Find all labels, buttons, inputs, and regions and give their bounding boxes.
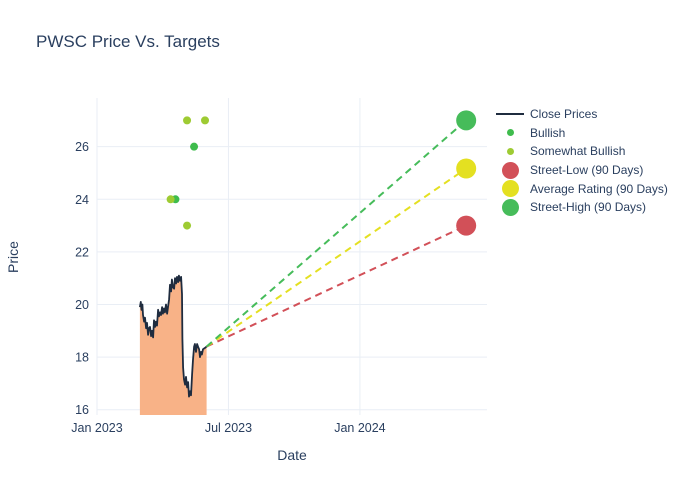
target-marker-average-rating-90-days	[456, 158, 477, 179]
chart-title: PWSC Price Vs. Targets	[36, 32, 220, 51]
legend-label: Bullish	[530, 125, 566, 140]
y-tick-label: 20	[75, 298, 89, 312]
legend-swatch-dot-icon	[494, 129, 526, 137]
x-tick-label: Jan 2023	[71, 421, 122, 435]
target-line-average-rating-90-days	[205, 167, 467, 348]
legend-item-bullish[interactable]: Bullish	[494, 124, 668, 143]
y-tick-label: 18	[75, 351, 89, 365]
y-tick-label: 26	[75, 140, 89, 154]
target-marker-street-high-90-days	[456, 110, 477, 131]
close-price-line	[139, 274, 208, 398]
close-price-area	[139, 275, 207, 415]
legend-item-street-high-90-days[interactable]: Street-High (90 Days)	[494, 198, 668, 217]
rating-dot-bullish	[190, 142, 199, 151]
legend-swatch-circle-icon	[494, 180, 526, 198]
legend-item-average-rating-90-days[interactable]: Average Rating (90 Days)	[494, 179, 668, 198]
rating-dot-somewhat-bullish	[201, 116, 210, 125]
x-tick-label: Jul 2023	[205, 421, 252, 435]
legend-item-street-low-90-days[interactable]: Street-Low (90 Days)	[494, 161, 668, 180]
legend-swatch-circle-icon	[494, 161, 526, 179]
legend-label: Close Prices	[530, 107, 598, 122]
legend: Close Prices Bullish Somewhat Bullish Stree…	[494, 105, 668, 217]
legend-swatch-line-icon	[494, 113, 526, 116]
legend-label: Street-High (90 Days)	[530, 200, 647, 215]
legend-item-close-prices[interactable]: Close Prices	[494, 105, 668, 124]
legend-swatch-circle-icon	[494, 198, 526, 216]
legend-label: Street-Low (90 Days)	[530, 163, 644, 178]
x-axis-title: Date	[277, 447, 307, 463]
legend-swatch-dot-icon	[494, 147, 526, 155]
rating-dot-somewhat-bullish	[183, 116, 192, 125]
rating-dot-somewhat-bullish	[183, 221, 192, 230]
target-marker-street-low-90-days	[456, 215, 477, 236]
x-tick-label: Jan 2024	[334, 421, 385, 435]
legend-label: Somewhat Bullish	[530, 144, 626, 159]
target-line-street-high-90-days	[205, 119, 467, 348]
y-tick-label: 16	[75, 403, 89, 417]
legend-item-somewhat-bullish[interactable]: Somewhat Bullish	[494, 142, 668, 161]
rating-dot-somewhat-bullish	[166, 195, 175, 204]
y-tick-label: 24	[75, 193, 89, 207]
y-axis-title: Price	[5, 241, 21, 273]
y-tick-label: 22	[75, 245, 89, 259]
legend-label: Average Rating (90 Days)	[530, 181, 668, 196]
target-line-street-low-90-days	[206, 224, 467, 348]
